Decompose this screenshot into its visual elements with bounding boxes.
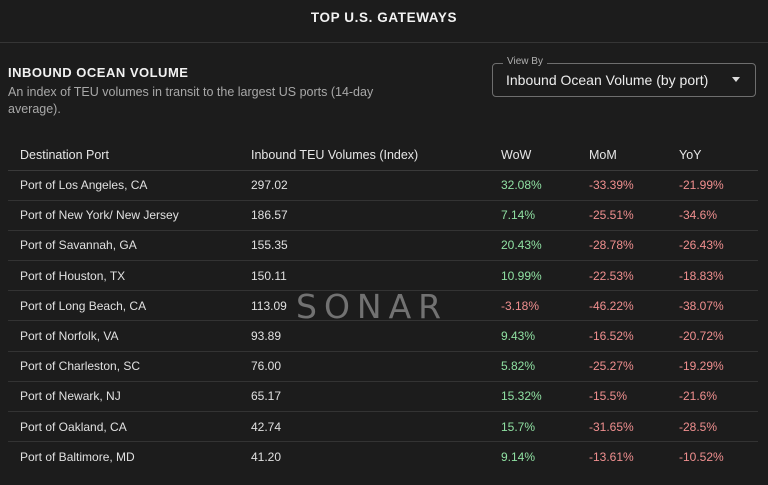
header-divider	[0, 42, 768, 43]
volume-cell: 93.89	[239, 320, 489, 352]
volume-cell: 155.35	[239, 230, 489, 262]
wow-cell: 10.99%	[489, 260, 577, 292]
mom-cell: -25.27%	[577, 351, 667, 382]
port-cell: Port of Houston, TX	[8, 260, 239, 292]
view-by-value: Inbound Ocean Volume (by port)	[506, 72, 709, 88]
table-header-row: Destination Port Inbound TEU Volumes (In…	[8, 140, 758, 171]
port-cell: Port of Long Beach, CA	[8, 290, 239, 322]
port-cell: Port of Baltimore, MD	[20, 450, 135, 465]
column-header-yoy[interactable]: YoY	[667, 140, 758, 171]
table-row: Port of Newark, NJ 65.17 15.32% -15.5% -21.6…	[8, 381, 758, 413]
table-row: Port of Oakland, CA 42.74 15.7% -31.65% -28.…	[8, 411, 758, 443]
mom-cell: -25.51%	[577, 200, 667, 231]
ports-table: Destination Port Inbound TEU Volumes (In…	[8, 140, 758, 472]
column-header-mom[interactable]: MoM	[577, 140, 667, 171]
table-row: Port of Norfolk, VA 93.89 9.43% -16.52% -20.…	[8, 320, 758, 352]
volume-cell: 297.02	[239, 170, 489, 201]
volume-cell: 150.11	[239, 260, 489, 292]
mom-cell: -22.53%	[577, 260, 667, 292]
column-header-volume[interactable]: Inbound TEU Volumes (Index)	[239, 140, 489, 171]
yoy-cell: -18.83%	[667, 260, 758, 292]
volume-cell: 76.00	[239, 351, 489, 382]
table-row: Port of Savannah, GA 155.35 20.43% -28.78% -…	[8, 230, 758, 262]
mom-cell: -15.5%	[577, 381, 667, 413]
section-title: INBOUND OCEAN VOLUME	[8, 65, 189, 80]
view-by-label: View By	[503, 56, 547, 67]
port-cell: Port of Charleston, SC	[8, 351, 239, 382]
table-row: Port of New York/ New Jersey 186.57 7.14% -…	[8, 200, 758, 231]
volume-cell: 42.74	[239, 411, 489, 443]
wow-cell: 15.32%	[489, 381, 577, 413]
sonar-watermark: SONAR	[296, 287, 449, 326]
volume-cell: 65.17	[239, 381, 489, 413]
mom-cell: -31.65%	[577, 411, 667, 443]
mom-cell: -16.52%	[577, 320, 667, 352]
table-row: Port of Charleston, SC 76.00 5.82% -25.27% -…	[8, 351, 758, 382]
port-cell: Port of Oakland, CA	[8, 411, 239, 443]
wow-cell: 9.14%	[501, 450, 536, 465]
wow-cell: 15.7%	[489, 411, 577, 443]
port-cell: Port of Newark, NJ	[8, 381, 239, 413]
section-subtitle: An index of TEU volumes in transit to th…	[8, 85, 374, 116]
column-header-port[interactable]: Destination Port	[8, 140, 239, 171]
volume-cell: 113.09	[239, 290, 489, 322]
wow-cell: 7.14%	[489, 200, 577, 231]
table-row: Port of Los Angeles, CA 297.02 32.08% -33.3…	[8, 170, 758, 201]
yoy-cell: -20.72%	[667, 320, 758, 352]
yoy-cell: -26.43%	[667, 230, 758, 262]
volume-cell: 41.20	[251, 450, 282, 465]
port-cell: Port of Savannah, GA	[8, 230, 239, 262]
wow-cell: -3.18%	[489, 290, 577, 322]
page-title: TOP U.S. GATEWAYS	[310, 10, 458, 25]
column-header-wow[interactable]: WoW	[489, 140, 577, 171]
yoy-cell: -10.52%	[679, 450, 724, 465]
wow-cell: 20.43%	[489, 230, 577, 262]
mom-cell: -33.39%	[577, 170, 667, 201]
mom-cell: -13.61%	[589, 450, 634, 465]
port-cell: Port of Los Angeles, CA	[8, 170, 239, 201]
wow-cell: 5.82%	[489, 351, 577, 382]
mom-cell: -28.78%	[577, 230, 667, 262]
wow-cell: 9.43%	[489, 320, 577, 352]
yoy-cell: -21.6%	[667, 381, 758, 413]
port-cell: Port of Norfolk, VA	[8, 320, 239, 352]
mom-cell: -46.22%	[577, 290, 667, 322]
yoy-cell: -38.07%	[667, 290, 758, 322]
yoy-cell: -21.99%	[667, 170, 758, 201]
table-row: Port of Baltimore, MD 41.20 9.14% -13.61% -1…	[8, 442, 758, 472]
wow-cell: 32.08%	[489, 170, 577, 201]
view-by-select[interactable]: View By Inbound Ocean Volume (by port)	[492, 56, 756, 97]
yoy-cell: -34.6%	[667, 200, 758, 231]
yoy-cell: -28.5%	[667, 411, 758, 443]
yoy-cell: -19.29%	[667, 351, 758, 382]
port-cell: Port of New York/ New Jersey	[8, 200, 239, 231]
volume-cell: 186.57	[239, 200, 489, 231]
table-row: Port of Long Beach, CA 113.09 -3.18% -46.22…	[8, 290, 758, 322]
table-row: Port of Houston, TX 150.11 10.99% -22.53% -1…	[8, 260, 758, 292]
chevron-down-icon	[732, 77, 740, 82]
